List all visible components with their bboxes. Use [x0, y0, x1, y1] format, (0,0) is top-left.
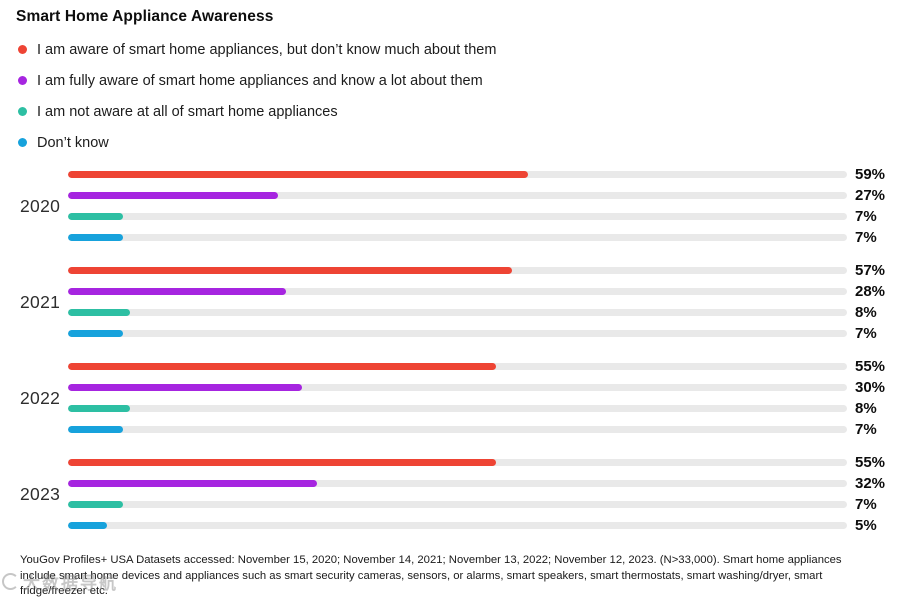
bar-row: 8%	[68, 398, 900, 419]
bar-value: 7%	[855, 325, 877, 342]
bar-rows: 55% 32% 7% 5%	[68, 452, 900, 536]
bar-fill	[68, 459, 497, 466]
bar-fill	[68, 288, 287, 295]
bar-track	[68, 288, 847, 295]
bar-row: 8%	[68, 302, 900, 323]
year-group: 2020 59% 27% 7% 7%	[0, 164, 900, 248]
bar-fill	[68, 309, 131, 316]
bar-row: 55%	[68, 452, 900, 473]
year-label-cell: 2020	[0, 164, 68, 248]
legend-label: Don’t know	[37, 134, 109, 151]
chart-title: Smart Home Appliance Awareness	[16, 8, 274, 25]
bar-fill	[68, 234, 123, 241]
bar-value: 8%	[855, 400, 877, 417]
bar-track	[68, 522, 847, 529]
bar-value: 7%	[855, 208, 877, 225]
legend-item: I am not aware at all of smart home appl…	[18, 96, 900, 127]
year-label: 2021	[20, 291, 61, 312]
bar-value: 27%	[855, 187, 886, 204]
watermark-logo-icon	[2, 573, 19, 590]
year-label: 2023	[20, 483, 61, 504]
bar-row: 5%	[68, 515, 900, 536]
year-group: 2022 55% 30% 8% 7%	[0, 356, 900, 440]
bar-row: 30%	[68, 377, 900, 398]
bar-track	[68, 213, 847, 220]
bar-track	[68, 267, 847, 274]
bar-fill	[68, 384, 302, 391]
bar-value: 7%	[855, 496, 877, 513]
bar-fill	[68, 405, 131, 412]
bar-row: 59%	[68, 164, 900, 185]
bar-row: 7%	[68, 494, 900, 515]
chart-page: Smart Home Appliance Awareness I am awar…	[0, 7, 900, 600]
bar-row: 28%	[68, 281, 900, 302]
bar-track	[68, 171, 847, 178]
bar-track	[68, 384, 847, 391]
bar-fill	[68, 192, 279, 199]
bar-value: 8%	[855, 304, 877, 321]
legend-dot-icon	[18, 138, 27, 147]
legend-label: I am fully aware of smart home appliance…	[37, 72, 483, 89]
year-label-cell: 2021	[0, 260, 68, 344]
legend-dot-icon	[18, 45, 27, 54]
bar-track	[68, 309, 847, 316]
bar-track	[68, 363, 847, 370]
bar-track	[68, 330, 847, 337]
bar-track	[68, 480, 847, 487]
bar-row: 7%	[68, 227, 900, 248]
bar-fill	[68, 267, 513, 274]
bar-value: 7%	[855, 421, 877, 438]
bar-track	[68, 426, 847, 433]
bar-fill	[68, 522, 107, 529]
bar-value: 30%	[855, 379, 886, 396]
grouped-bar-chart: 2020 59% 27% 7% 7% 2021 57% 28% 8% 7% 2022 55% 30% 8%…	[0, 164, 900, 536]
bar-value: 55%	[855, 454, 886, 471]
bar-fill	[68, 426, 123, 433]
bar-fill	[68, 171, 528, 178]
bar-track	[68, 501, 847, 508]
bar-track	[68, 405, 847, 412]
year-label: 2020	[20, 195, 61, 216]
year-label-cell: 2023	[0, 452, 68, 536]
bar-rows: 59% 27% 7% 7%	[68, 164, 900, 248]
year-label-cell: 2022	[0, 356, 68, 440]
bar-fill	[68, 330, 123, 337]
bar-rows: 57% 28% 8% 7%	[68, 260, 900, 344]
bar-fill	[68, 213, 123, 220]
bar-track	[68, 192, 847, 199]
bar-value: 32%	[855, 475, 886, 492]
bar-track	[68, 234, 847, 241]
bar-value: 57%	[855, 262, 886, 279]
legend-item: I am aware of smart home appliances, but…	[18, 34, 900, 65]
legend-label: I am not aware at all of smart home appl…	[37, 103, 338, 120]
bar-value: 59%	[855, 166, 886, 183]
bar-row: 7%	[68, 419, 900, 440]
bar-fill	[68, 480, 318, 487]
legend: I am aware of smart home appliances, but…	[18, 34, 900, 158]
bar-track	[68, 459, 847, 466]
legend-dot-icon	[18, 76, 27, 85]
bar-row: 7%	[68, 323, 900, 344]
bar-row: 27%	[68, 185, 900, 206]
bar-row: 7%	[68, 206, 900, 227]
year-label: 2022	[20, 387, 61, 408]
bar-value: 28%	[855, 283, 886, 300]
bar-row: 57%	[68, 260, 900, 281]
bar-row: 55%	[68, 356, 900, 377]
year-group: 2023 55% 32% 7% 5%	[0, 452, 900, 536]
bar-value: 5%	[855, 517, 877, 534]
year-group: 2021 57% 28% 8% 7%	[0, 260, 900, 344]
bar-fill	[68, 501, 123, 508]
bar-value: 7%	[855, 229, 877, 246]
bar-rows: 55% 30% 8% 7%	[68, 356, 900, 440]
legend-label: I am aware of smart home appliances, but…	[37, 41, 497, 58]
bar-fill	[68, 363, 497, 370]
legend-item: I am fully aware of smart home appliance…	[18, 65, 900, 96]
bar-value: 55%	[855, 358, 886, 375]
bar-row: 32%	[68, 473, 900, 494]
legend-item: Don’t know	[18, 127, 900, 158]
legend-dot-icon	[18, 107, 27, 116]
